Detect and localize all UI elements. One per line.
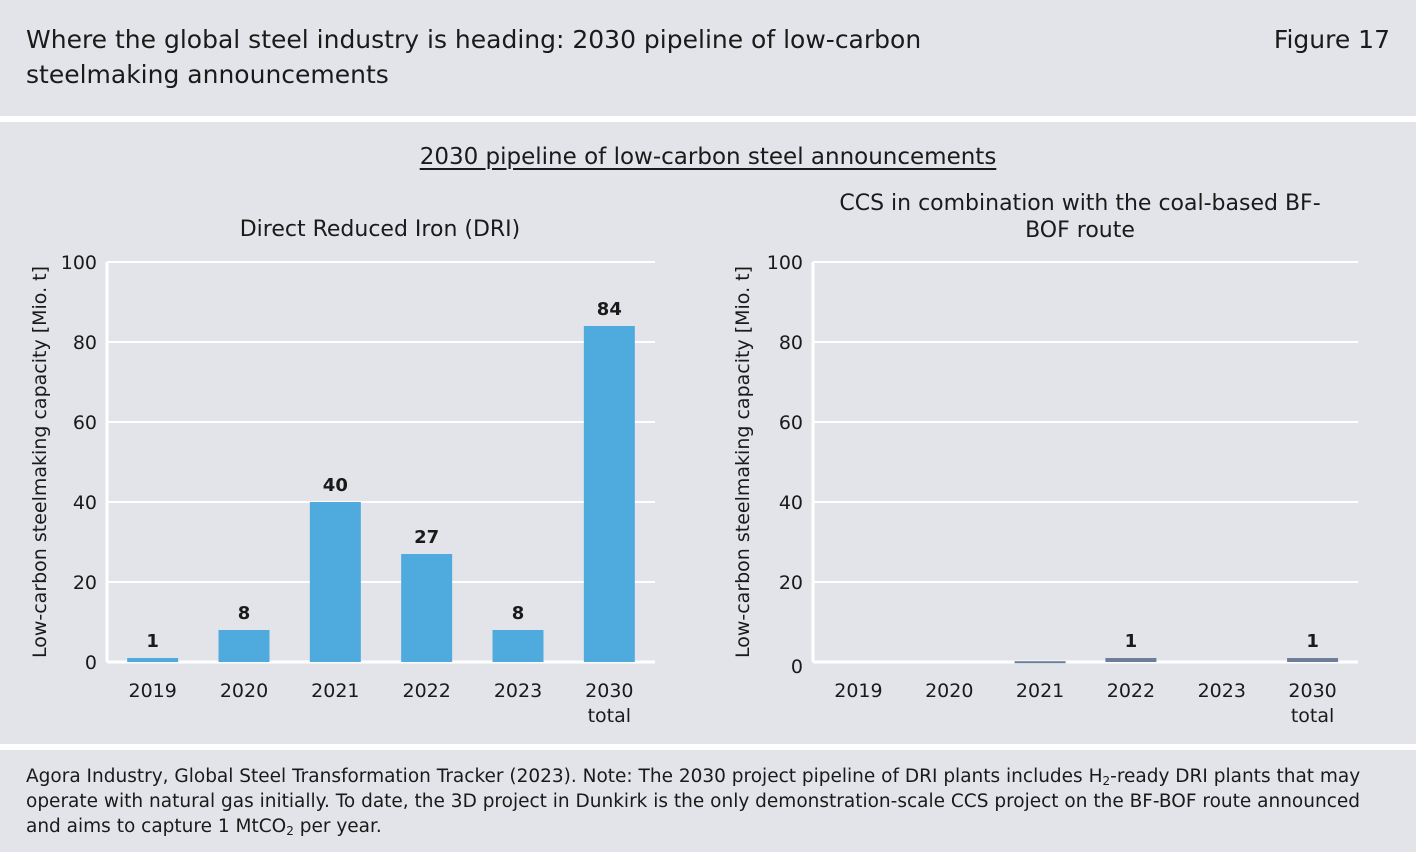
ccs-ytick-label: 100 <box>767 252 803 274</box>
ccs-chart-title: CCS in combination with the coal-based B… <box>839 191 1321 243</box>
ccs-ytick-label: 40 <box>779 492 803 514</box>
dri-bar <box>127 658 179 662</box>
footer-note: Agora Industry, Global Steel Transformat… <box>26 764 1396 839</box>
dri-ytick-label: 40 <box>73 492 97 514</box>
dri-bar <box>218 630 270 662</box>
dri-ytick-label: 80 <box>73 332 97 354</box>
ccs-data-label: 1 <box>1125 631 1138 652</box>
ccs-category-label: 2019 <box>834 680 882 702</box>
dri-ytick-label: 100 <box>61 252 97 274</box>
ccs-category-label: 2021 <box>1016 680 1064 702</box>
figure-footer: Agora Industry, Global Steel Transformat… <box>0 750 1416 852</box>
dri-bar-chart: 0 20 40 60 80 100 Low-carbon steelmaking capac… <box>29 252 655 727</box>
dri-category-label: 2021 <box>311 680 359 702</box>
dri-data-label: 8 <box>512 603 525 624</box>
dri-ytick-label: 20 <box>73 572 97 594</box>
chart-panel: 2030 pipeline of low-carbon steel announ… <box>0 122 1416 744</box>
ccs-bar <box>1287 658 1339 662</box>
chart-heading-text: 2030 pipeline of low-carbon steel announ… <box>419 144 997 170</box>
ccs-y-axis-label: Low-carbon steelmaking capacity [Mio. t] <box>732 266 754 658</box>
figure-header: Where the global steel industry is headi… <box>0 0 1416 116</box>
dri-data-label: 8 <box>238 603 251 624</box>
dri-y-axis-label: Low-carbon steelmaking capacity [Mio. t] <box>29 266 51 658</box>
ccs-category-label: 2030 total <box>1288 680 1336 727</box>
dri-bar <box>492 630 544 662</box>
dri-ytick-label: 60 <box>73 412 97 434</box>
ccs-bar <box>1105 658 1157 662</box>
ccs-ytick-label: 0 <box>791 656 803 678</box>
dri-bar <box>309 502 361 662</box>
footer-note-part3: per year. <box>293 816 382 837</box>
ccs-ytick-label: 80 <box>779 332 803 354</box>
dri-data-label: 84 <box>597 299 622 320</box>
dri-category-label: 2019 <box>128 680 176 702</box>
figure-title: Where the global steel industry is headi… <box>26 25 922 89</box>
dri-data-label: 1 <box>146 631 159 652</box>
ccs-category-label: 2023 <box>1198 680 1246 702</box>
dri-bar <box>583 326 635 662</box>
footer-note-part1: Agora Industry, Global Steel Transformat… <box>26 766 1103 787</box>
ccs-category-label: 2020 <box>925 680 973 702</box>
dri-chart-title: Direct Reduced Iron (DRI) <box>239 217 521 242</box>
dri-ytick-label: 0 <box>85 652 97 674</box>
ccs-data-label: 1 <box>1306 631 1319 652</box>
footer-note-sub1: 2 <box>1102 774 1111 788</box>
dri-data-label: 27 <box>414 527 439 548</box>
ccs-ytick-label: 60 <box>779 412 803 434</box>
chart-heading: 2030 pipeline of low-carbon steel announ… <box>0 144 1416 170</box>
dri-bar <box>401 554 453 662</box>
ccs-category-label: 2022 <box>1107 680 1155 702</box>
ccs-ytick-label: 20 <box>779 572 803 594</box>
footer-note-part2: -ready DRI plants that may operate with … <box>26 766 1361 837</box>
figure-number: Figure 17 <box>1273 25 1390 54</box>
dri-data-label: 40 <box>323 475 348 496</box>
footer-note-sub2: 2 <box>286 824 294 838</box>
dri-category-label: 2030 total <box>585 680 633 727</box>
dri-category-label: 2022 <box>402 680 450 702</box>
ccs-bar <box>1014 661 1066 664</box>
dri-category-label: 2020 <box>220 680 268 702</box>
ccs-bar-chart: 0 20 40 60 80 100 Low-carbon steelmaking capac… <box>732 252 1358 727</box>
dri-category-label: 2023 <box>494 680 542 702</box>
